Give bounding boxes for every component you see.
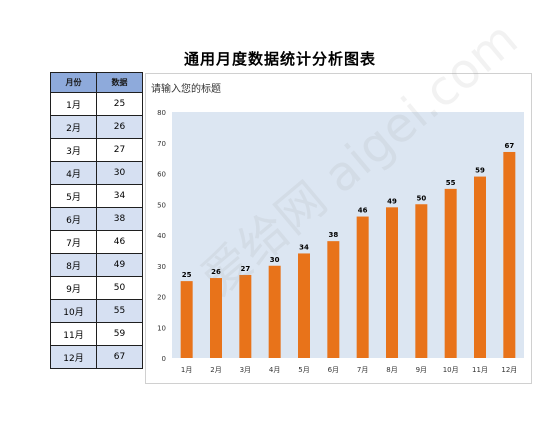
bar	[180, 281, 193, 358]
data-label: 30	[270, 256, 280, 264]
x-tick-label: 12月	[501, 366, 517, 374]
cell-month: 5月	[50, 184, 97, 208]
y-tick-label: 50	[157, 201, 166, 209]
cell-value: 59	[96, 322, 143, 346]
y-tick-label: 80	[157, 109, 166, 117]
header-value: 数据	[96, 72, 143, 93]
bar	[415, 204, 428, 358]
cell-value: 46	[96, 230, 143, 254]
x-tick-label: 6月	[328, 366, 339, 374]
data-label: 50	[416, 194, 426, 202]
table-row: 1月 25	[50, 92, 143, 116]
cell-value: 38	[96, 207, 143, 231]
bar	[298, 253, 310, 358]
data-label: 26	[211, 268, 221, 276]
table-header-row: 月份 数据	[50, 72, 143, 93]
table-row: 7月 46	[50, 230, 143, 254]
cell-value: 67	[96, 345, 143, 369]
cell-month: 10月	[50, 299, 97, 323]
cell-value: 27	[96, 138, 143, 162]
bar	[268, 265, 281, 358]
cell-month: 12月	[50, 345, 97, 369]
data-label: 38	[328, 231, 338, 239]
header-month: 月份	[50, 72, 97, 93]
cell-value: 34	[96, 184, 143, 208]
x-tick-label: 8月	[386, 366, 397, 374]
cell-value: 30	[96, 161, 143, 185]
y-tick-label: 40	[157, 232, 166, 240]
plot-area	[172, 112, 524, 358]
x-tick-label: 5月	[298, 366, 309, 374]
data-label: 34	[299, 243, 309, 251]
chart-title: 请输入您的标题	[151, 84, 221, 95]
x-tick-label: 10月	[443, 366, 459, 374]
table-row: 5月 34	[50, 184, 143, 208]
data-label: 55	[446, 179, 456, 187]
table-row: 2月 26	[50, 115, 143, 139]
x-tick-label: 9月	[416, 366, 427, 374]
bar	[356, 216, 369, 358]
bar	[444, 188, 457, 358]
table-row: 4月 30	[50, 161, 143, 185]
cell-value: 25	[96, 92, 143, 116]
cell-value: 49	[96, 253, 143, 277]
table-row: 8月 49	[50, 253, 143, 277]
table-row: 3月 27	[50, 138, 143, 162]
bar	[239, 274, 252, 358]
table-row: 6月 38	[50, 207, 143, 231]
cell-value: 26	[96, 115, 143, 139]
bar-chart: 0 10 20 30 40 50 60 70 80 25 1月 26 2月 27 3月 30 4月 34 5月 38 6…	[157, 109, 524, 374]
bar	[474, 176, 486, 358]
cell-month: 9月	[50, 276, 97, 300]
data-label: 67	[504, 142, 514, 150]
cell-month: 6月	[50, 207, 97, 231]
y-tick-label: 70	[157, 140, 166, 148]
y-tick-label: 60	[157, 171, 166, 179]
cell-month: 4月	[50, 161, 97, 185]
x-tick-label: 7月	[357, 366, 368, 374]
cell-month: 11月	[50, 322, 97, 346]
x-tick-label: 3月	[240, 366, 251, 374]
page-title: 通用月度数据统计分析图表	[183, 50, 376, 68]
cell-month: 2月	[50, 115, 97, 139]
cell-month: 8月	[50, 253, 97, 277]
y-tick-label: 0	[162, 355, 166, 363]
table-row: 10月 55	[50, 299, 143, 323]
table-row: 9月 50	[50, 276, 143, 300]
x-tick-label: 11月	[472, 366, 488, 374]
x-tick-label: 1月	[181, 366, 192, 374]
bar	[210, 278, 222, 358]
data-label: 27	[240, 265, 250, 273]
x-tick-label: 2月	[210, 366, 221, 374]
cell-month: 7月	[50, 230, 97, 254]
cell-month: 1月	[50, 92, 97, 116]
data-label: 25	[182, 271, 192, 279]
y-tick-label: 20	[157, 294, 166, 302]
bar	[386, 207, 398, 358]
data-table: 月份 数据 1月 25 2月 26 3月 27 4月 30 5月 34 6月 38 7月 46 8月 49 9月…	[50, 72, 143, 369]
cell-value: 50	[96, 276, 143, 300]
table-row: 11月 59	[50, 322, 143, 346]
data-label: 59	[475, 167, 485, 175]
data-label: 49	[387, 197, 397, 205]
chart-frame: 请输入您的标题 0 10 20 30 40 50 60 70 80 25 1月 26 2月 27 3月 30 4…	[145, 73, 532, 384]
x-tick-label: 4月	[269, 366, 280, 374]
data-label: 46	[358, 207, 368, 215]
bar	[503, 151, 516, 358]
cell-value: 55	[96, 299, 143, 323]
bar	[327, 241, 340, 358]
table-row: 12月 67	[50, 345, 143, 369]
y-tick-label: 30	[157, 263, 166, 271]
cell-month: 3月	[50, 138, 97, 162]
y-tick-label: 10	[157, 324, 166, 332]
